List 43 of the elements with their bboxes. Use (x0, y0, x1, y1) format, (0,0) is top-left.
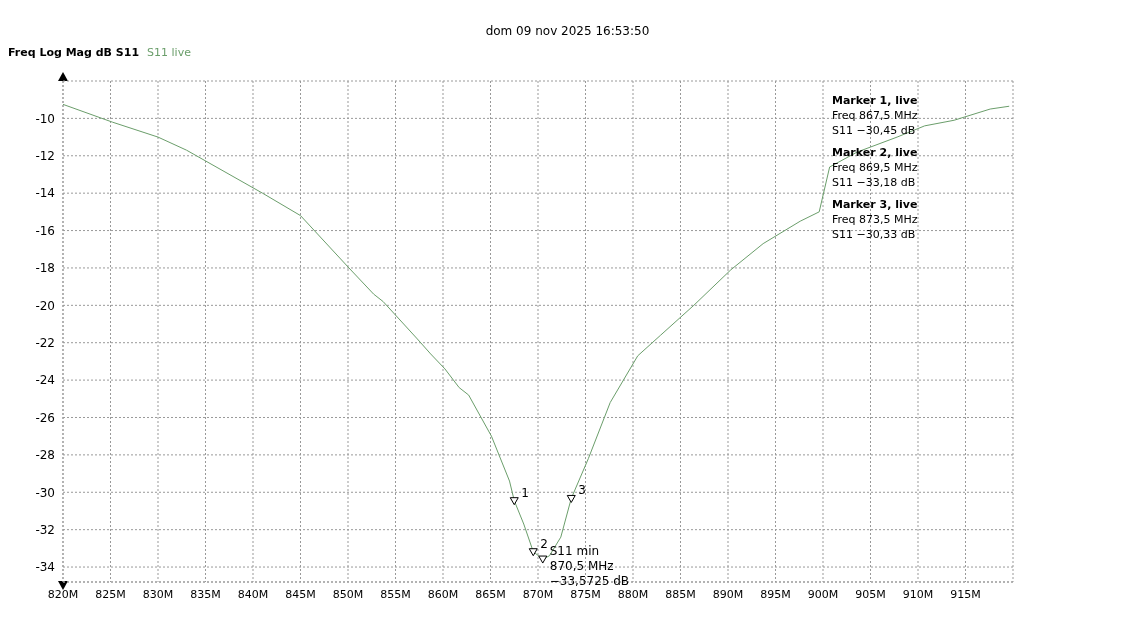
annotation: Marker 1, live Freq 867,5 MHz S11 −30,45 dB (832, 93, 918, 138)
x-tick-label: 885M (665, 587, 696, 601)
x-tick-label: 865M (475, 587, 506, 601)
x-tick-label: 840M (237, 587, 269, 601)
x-tick-label: 910M (902, 587, 934, 601)
annotation: Marker 3, live Freq 873,5 MHz S11 −30,33 dB (832, 197, 918, 242)
y-tick-label: -26 (35, 410, 55, 425)
chart-subtitle: dom 09 nov 2025 16:53:50 (484, 24, 651, 38)
annotation: 3 (578, 483, 586, 498)
x-tick-label: 875M (570, 587, 601, 601)
y-tick-label: -32 (35, 522, 55, 537)
y-tick-label: -18 (35, 261, 55, 276)
y-tick-label: -20 (35, 298, 55, 313)
x-tick-label: 915M (950, 587, 981, 601)
y-tick-label: -34 (35, 560, 55, 575)
x-tick-label: 835M (190, 587, 221, 601)
x-tick-label: 900M (807, 587, 839, 601)
y-tick-label: -16 (35, 223, 55, 238)
x-tick-label: 855M (380, 587, 411, 601)
x-tick-label: 890M (712, 587, 744, 601)
y-tick-label: -12 (35, 149, 55, 164)
y-tick-label: -28 (35, 448, 55, 463)
y-tick-label: -10 (35, 111, 55, 126)
x-tick-label: 830M (142, 587, 174, 601)
y-axis-title: Freq Log Mag dB S11 (8, 46, 140, 59)
annotation: 2 (540, 536, 548, 551)
annotation: S11 min 870,5 MHz −33,5725 dB (549, 544, 630, 589)
x-tick-label: 870M (522, 587, 554, 601)
text: S11 live (147, 46, 191, 59)
x-tick-label: 880M (617, 587, 649, 601)
x-tick-label: 845M (285, 587, 316, 601)
x-tick-label: 860M (427, 587, 459, 601)
y-tick-label: -14 (35, 186, 55, 201)
x-tick-label: 820M (47, 587, 79, 601)
y-tick-label: -22 (35, 335, 55, 350)
x-tick-label: 825M (95, 587, 126, 601)
annotation: Marker 2, live Freq 869,5 MHz S11 −33,18 dB (832, 145, 918, 190)
x-tick-label: 895M (760, 587, 791, 601)
y-tick-label: -24 (35, 373, 55, 388)
x-tick-label: 850M (332, 587, 364, 601)
annotation: 1 (521, 485, 529, 500)
x-tick-label: 905M (855, 587, 886, 601)
y-tick-label: -30 (35, 485, 55, 500)
